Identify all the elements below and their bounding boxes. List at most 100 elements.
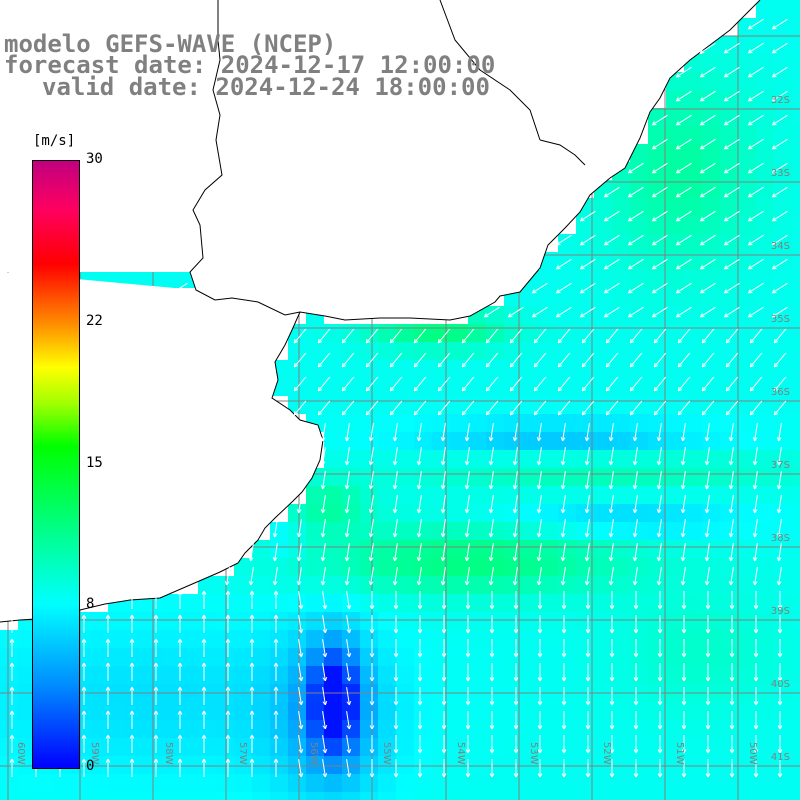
wind-speed-cell [684,162,702,180]
wind-arrow [248,567,254,586]
wind-arrow [579,282,596,294]
wind-speed-cell [774,180,792,198]
lon-label: 52W [601,742,612,765]
wind-arrow [320,567,326,586]
wind-speed-cell [486,504,504,522]
wind-arrow [560,567,566,586]
wind-speed-cell [216,630,234,648]
wind-speed-cell [450,738,468,756]
wind-speed-cell [684,432,702,450]
lon-label: 58W [163,742,174,765]
wind-speed-cell [540,702,558,720]
wind-speed-cell [720,648,738,666]
wind-speed-cell [432,666,450,684]
wind-speed-cell [306,360,324,378]
wind-speed-cell [576,594,594,612]
wind-speed-cell [324,342,342,360]
wind-speed-cell [180,792,198,800]
wind-arrow [513,615,519,634]
colorbar-tick-label: 30 [86,151,103,167]
wind-speed-cell [306,702,324,720]
wind-speed-cell [756,342,774,360]
wind-speed-cell [180,702,198,720]
wind-speed-cell [738,252,756,270]
wind-speed-cell [612,666,630,684]
wind-speed-cell [630,162,648,180]
wind-arrow [201,710,207,729]
wind-arrow [584,423,590,442]
wind-speed-cell [720,666,738,684]
wind-arrow [369,663,375,682]
wind-speed-cell [702,414,720,432]
wind-speed-cell [324,360,342,378]
wind-arrow [249,710,255,729]
wind-speed-cell [324,576,342,594]
wind-speed-cell [234,702,252,720]
wind-arrow [584,471,590,490]
wind-arrow [729,639,735,658]
wind-arrow [9,734,15,753]
wind-arrow [777,711,783,730]
wind-speed-cell [738,738,756,756]
wind-speed-cell [522,648,540,666]
wind-speed-cell [702,738,720,756]
wind-speed-cell [432,648,450,666]
wind-speed-cell [702,162,720,180]
wind-arrow [747,234,764,246]
wind-arrow [705,687,711,706]
wind-speed-cell [756,144,774,162]
lon-label: 57W [237,742,248,765]
wind-speed-cell [378,702,396,720]
wind-arrow [441,759,447,778]
wind-speed-cell [414,630,432,648]
wind-arrow [177,590,183,609]
wind-arrow [629,376,643,392]
wind-speed-cell [774,144,792,162]
wind-speed-cell [90,702,108,720]
wind-arrow [729,759,735,778]
wind-speed-cell [432,702,450,720]
wind-speed-cell [594,576,612,594]
wind-arrow [771,282,788,294]
wind-speed-cell [198,576,216,594]
wind-speed-cell [468,414,486,432]
wind-arrow [609,639,615,658]
wind-speed-cell [432,558,450,576]
wind-speed-cell [270,738,288,756]
wind-arrow [581,328,595,344]
wind-arrow [392,471,398,490]
wind-arrow [680,495,686,514]
wind-speed-cell [360,720,378,738]
wind-speed-cell [396,630,414,648]
wind-arrow [369,735,375,754]
wind-speed-cell [0,666,18,684]
wind-arrow [752,471,758,490]
wind-speed-cell [792,162,800,180]
wind-arrow [581,376,595,392]
wind-speed-cell [522,720,540,738]
wind-speed-cell [468,738,486,756]
wind-speed-cell [720,198,738,216]
wind-arrow [561,759,567,778]
wind-speed-cell [180,756,198,774]
wind-speed-cell [612,288,630,306]
wind-arrow [677,376,691,392]
wind-arrow [653,328,667,344]
wind-speed-cell [270,576,288,594]
wind-speed-cell [396,612,414,630]
wind-speed-cell [0,756,18,774]
wind-speed-cell [522,594,540,612]
wind-speed-cell [396,720,414,738]
wind-arrow [369,615,375,634]
wind-speed-cell [630,630,648,648]
wind-speed-cell [90,738,108,756]
wind-speed-cell [756,72,774,90]
wind-speed-cell [630,702,648,720]
wind-speed-cell [522,666,540,684]
wind-arrow [296,543,302,562]
wind-speed-cell [342,360,360,378]
wind-speed-cell [414,756,432,774]
wind-speed-cell [792,324,800,342]
wind-arrow [701,328,715,344]
wind-arrow [536,471,542,490]
